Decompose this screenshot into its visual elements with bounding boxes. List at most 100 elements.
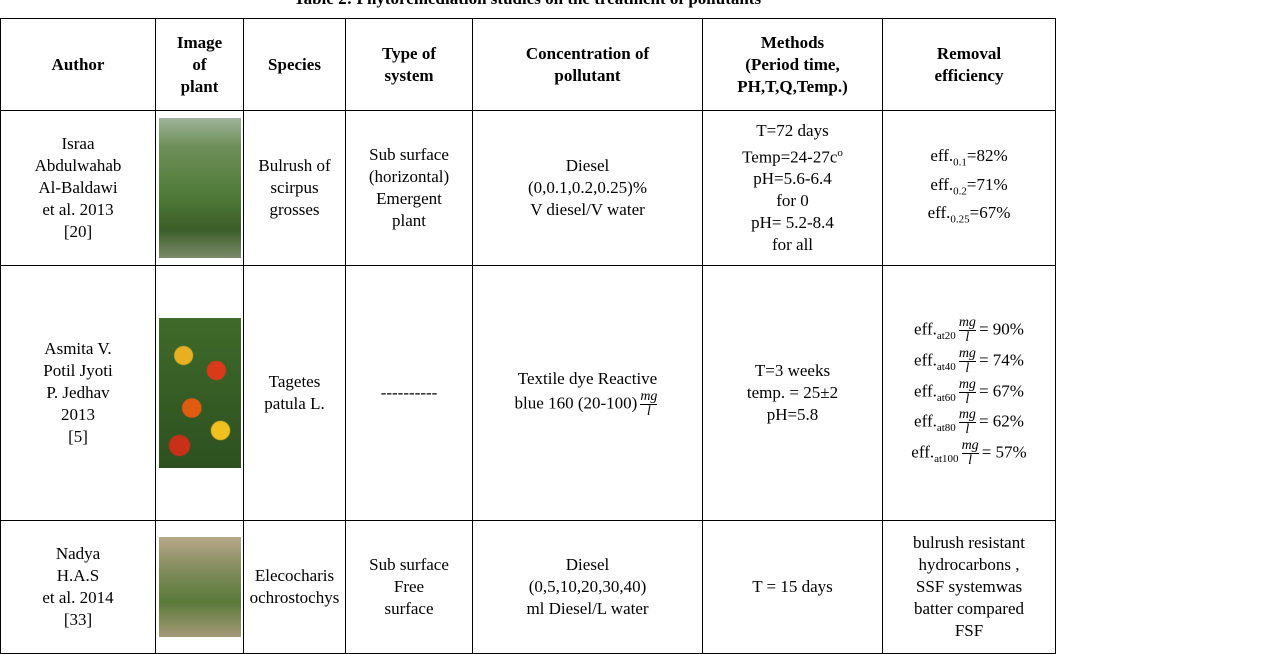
table-title: Table 2: Phytoremediation studies on the… <box>0 0 1055 9</box>
methods-cell: T = 15 days <box>702 520 883 654</box>
type-cell: Sub surface Free surface <box>345 520 473 654</box>
fraction: mg l <box>958 407 976 438</box>
concentration-cell: Textile dye Reactive blue 160 (20-100) mg l <box>472 265 703 521</box>
removal-cell: eff.0.1=82% eff.0.2=71% eff.0.25=67% <box>882 110 1056 266</box>
denominator: l <box>968 453 973 469</box>
text-line: Author <box>51 54 105 74</box>
text-line: Concentration of <box>525 43 650 63</box>
text-line: Al-Baldawi <box>38 178 118 197</box>
text-line: surface <box>384 599 434 618</box>
table-row: Asmita V. Potil Jyoti P. Jedhav 2013 [5] Tage… <box>0 265 1056 521</box>
text-line: eff.0.25=67% <box>886 202 1052 230</box>
numerator: mg <box>958 407 976 424</box>
text-line: [33] <box>63 610 93 629</box>
text-line: Sub surface <box>369 145 449 164</box>
text-line: Species <box>268 54 321 74</box>
text: =67% <box>969 203 1011 223</box>
text-line: plant <box>180 76 219 96</box>
text-line: Bulrush of <box>258 156 331 175</box>
text-line: T=3 weeks <box>754 361 831 380</box>
text-line: ml Diesel/L water <box>526 599 649 618</box>
text-line: pollutant <box>554 65 621 85</box>
fraction: mg l <box>640 388 658 419</box>
text-line: pH= 5.2-8.4 <box>751 213 834 233</box>
text: eff. <box>914 350 937 370</box>
numerator: mg <box>640 388 658 405</box>
text-line: T = 15 days <box>752 577 833 596</box>
subscript: at40 <box>936 360 956 373</box>
author-cell: Nadya H.A.S et al. 2014 [33] <box>0 520 156 654</box>
numerator: mg <box>958 345 976 362</box>
subscript: at100 <box>934 452 959 465</box>
author-cell: Israa Abdulwahab Al-Baldawi et al. 2013 [20] <box>0 110 156 266</box>
text-line: P. Jedhav <box>46 383 110 402</box>
image-cell <box>155 265 244 521</box>
text-line: of <box>192 54 207 74</box>
denominator: l <box>965 422 970 438</box>
text-line: eff.at100 mg l = 57% <box>886 439 1052 470</box>
methods-cell: T=72 days Temp=24-27co pH=5.6-6.4 for 0 pH= … <box>702 110 883 266</box>
text-line: PH,T,Q,Temp.) <box>737 76 848 96</box>
text-line: et al. 2013 <box>42 200 114 219</box>
text-line: Image <box>176 32 223 52</box>
text: = 67% <box>978 381 1024 400</box>
text-line: Elecocharis <box>254 566 335 585</box>
text-line: ochrostochys <box>249 588 340 607</box>
text: = 57% <box>981 442 1027 462</box>
subscript: 0.2 <box>953 185 967 198</box>
table-row: Nadya H.A.S et al. 2014 [33] Elecocharis ochr… <box>0 520 1056 654</box>
plant-image <box>158 537 241 637</box>
text-line: bulrush resistant <box>913 533 1025 552</box>
text-line: for all <box>771 235 814 255</box>
text-line: Type of <box>382 43 436 63</box>
text-line: (0,0.1,0.2,0.25)% <box>528 178 647 197</box>
header-cell: Concentration of pollutant <box>472 18 703 111</box>
numerator: mg <box>961 438 979 455</box>
text-line: temp. = 25±2 <box>746 383 839 402</box>
removal-cell: bulrush resistant hydrocarbons , SSF syste… <box>882 520 1056 654</box>
header-cell: Type of system <box>345 18 473 111</box>
text-line: system <box>384 65 434 85</box>
concentration-cell: Diesel (0,0.1,0.2,0.25)% V diesel/V water <box>472 110 703 266</box>
text: Temp=24-27c <box>742 147 838 167</box>
text-line: Abdulwahab <box>34 156 122 175</box>
text-line: batter compared <box>914 599 1024 618</box>
text-line: T=72 days <box>756 120 829 140</box>
denominator: l <box>965 391 970 407</box>
text-line: Emergent <box>376 189 442 208</box>
text-line: Methods <box>760 32 825 52</box>
text: eff. <box>930 174 954 194</box>
text: = 74% <box>978 350 1024 370</box>
subscript: at60 <box>936 391 956 404</box>
text-line: eff.at60 mg l = 67% <box>886 377 1052 409</box>
text-line: plant <box>392 211 426 230</box>
header-cell: Methods (Period time, PH,T,Q,Temp.) <box>702 18 883 111</box>
text-line: grosses <box>269 200 320 219</box>
text-line: Temp=24-27co <box>706 142 879 169</box>
text-line: Free <box>393 577 425 596</box>
table: Author Image of plant Species Type of system Co… <box>0 18 1056 654</box>
plant-image <box>158 118 241 258</box>
text: blue 160 (20-100) <box>514 392 638 412</box>
text-line: eff.at40 mg l = 74% <box>886 345 1052 378</box>
text: = 90% <box>978 319 1024 339</box>
text-line: Tagetes <box>268 372 321 391</box>
removal-cell: eff.at20 mg l = 90% eff.at40 mg l = 74% eff.at60… <box>882 265 1056 521</box>
denominator: l <box>965 330 970 345</box>
subscript: at80 <box>936 422 956 435</box>
text-line: Nadya <box>55 544 101 563</box>
text: eff. <box>914 381 937 400</box>
fraction: mg l <box>961 438 979 469</box>
text-line: ---------- <box>380 383 438 402</box>
text-line: eff.0.2=71% <box>886 174 1052 202</box>
text-line: pH=5.6-6.4 <box>753 169 832 189</box>
text-line: for 0 <box>776 191 809 211</box>
text: eff. <box>911 442 935 462</box>
text: eff. <box>914 411 937 431</box>
text-line: Removal <box>936 43 1002 63</box>
subscript: at20 <box>936 329 956 342</box>
text-line: SSF systemwas <box>915 577 1023 596</box>
fraction: mg l <box>958 377 976 407</box>
text-line: et al. 2014 <box>42 588 114 607</box>
